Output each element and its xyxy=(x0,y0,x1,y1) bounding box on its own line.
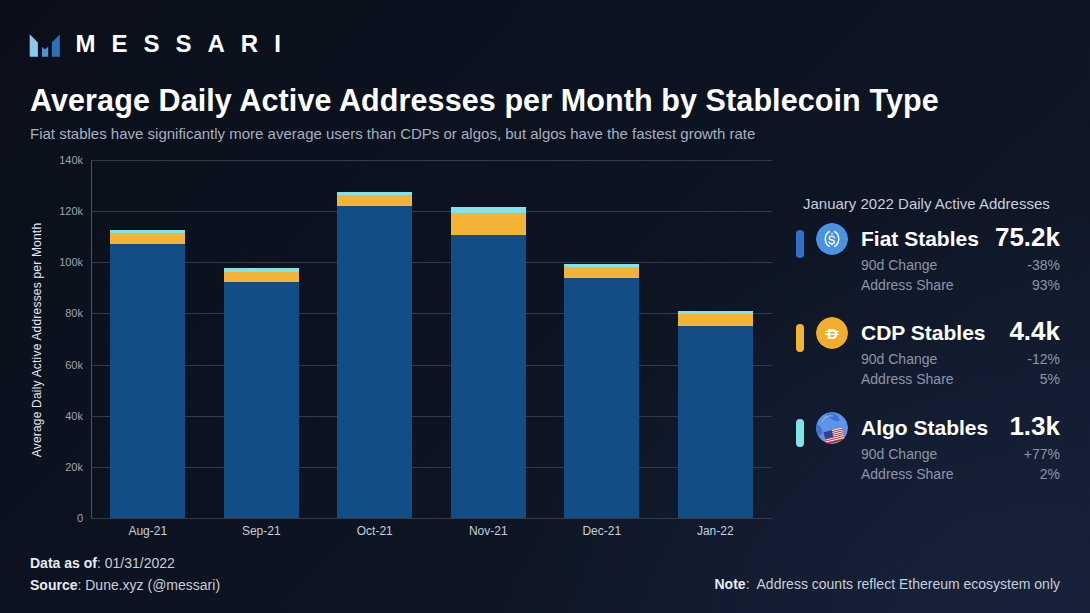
svg-text:D: D xyxy=(827,325,838,342)
